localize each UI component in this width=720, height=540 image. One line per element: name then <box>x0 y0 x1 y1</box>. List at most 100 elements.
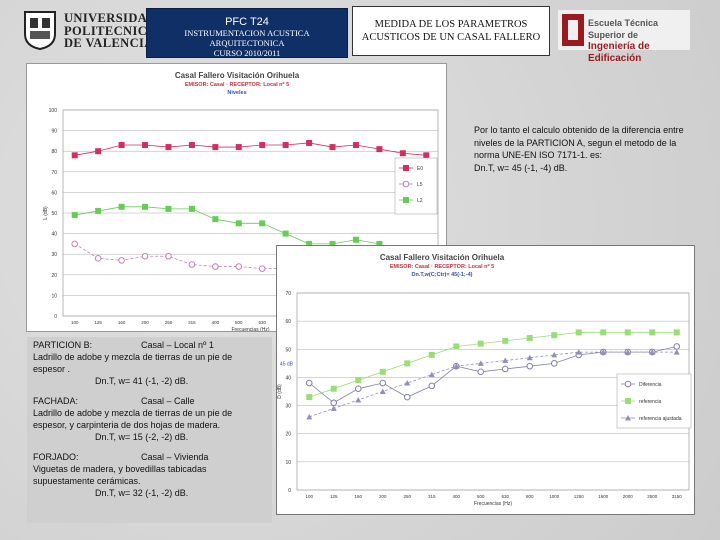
chart-subtitle-2: Niveles <box>227 90 246 96</box>
data-point <box>376 146 383 153</box>
data-point <box>188 205 195 212</box>
x-tick-label: 1600 <box>598 494 609 499</box>
notes-line-4: Dn.T, w= 45 (-1, -4) dB. <box>474 162 568 173</box>
data-point <box>188 261 196 268</box>
data-point <box>379 368 386 375</box>
data-point <box>453 343 460 350</box>
data-point <box>95 148 102 155</box>
data-point <box>404 360 411 367</box>
legend-label: referencia <box>639 399 661 405</box>
data-point <box>354 385 362 392</box>
data-point <box>403 393 411 401</box>
upv-shield-icon <box>24 11 56 51</box>
x-tick-label: 125 <box>94 320 102 325</box>
series-line-1 <box>309 332 677 398</box>
data-point <box>94 255 102 262</box>
data-point <box>502 337 509 344</box>
y-tick-label: 10 <box>51 293 57 299</box>
university-line-1: UNIVERSIDAD <box>64 11 157 25</box>
x-tick-label: 2000 <box>623 494 634 499</box>
partition-b-block: PARTICION B: Casal – Local nº 1 Ladrillo … <box>33 339 266 387</box>
y-tick-label: 30 <box>285 404 291 410</box>
slab-title: FORJADO: <box>33 452 79 462</box>
facade-rating: Dn.T, w= 15 (-2, -2) dB. <box>95 432 189 442</box>
levels-chart: Casal Fallero Visitación Orihuela EMISOR:… <box>26 63 447 333</box>
data-point <box>551 332 558 339</box>
y-tick-label: 70 <box>51 170 57 176</box>
data-point <box>352 236 359 243</box>
data-point <box>550 360 558 367</box>
y-tick-label: 20 <box>285 432 291 438</box>
data-point <box>600 349 607 355</box>
data-point <box>118 203 125 210</box>
chart-title: Casal Fallero Visitación Orihuela <box>175 71 300 80</box>
data-point <box>330 385 337 392</box>
data-point <box>165 252 172 260</box>
data-point <box>477 340 484 347</box>
slide-title-line-2: ACUSTICOS DE UN CASAL FALLERO <box>361 32 541 43</box>
data-point <box>329 240 336 247</box>
data-point <box>118 142 125 149</box>
x-tick-label: 630 <box>501 494 509 499</box>
data-point <box>306 413 313 420</box>
y-tick-label: 30 <box>51 252 57 258</box>
data-point <box>624 349 631 355</box>
data-point <box>526 354 533 361</box>
data-point <box>428 351 435 358</box>
x-tick-label: 315 <box>188 320 196 325</box>
x-tick-label: 800 <box>526 494 534 499</box>
data-point <box>258 265 266 272</box>
difference-chart: Casal Fallero Visitación Orihuela EMISOR:… <box>276 245 695 515</box>
data-point <box>282 142 289 149</box>
notes-line-1: Por lo tanto el calculo obtenido de la d… <box>474 125 684 135</box>
legend-label: Diferencia <box>639 382 662 388</box>
data-point <box>501 365 509 373</box>
pfc-subtitle-1: INSTRUMENTACION ACUSTICA ARQUITECTONICA <box>184 28 310 48</box>
chart-title: Casal Fallero Visitación Orihuela <box>380 253 505 262</box>
y-tick-label: 20 <box>51 273 57 279</box>
data-point <box>142 203 149 210</box>
x-tick-label: 200 <box>379 494 387 499</box>
school-line-2: Ingeniería de Edificación <box>588 41 650 64</box>
legend-marker <box>624 380 632 388</box>
data-point <box>673 349 680 355</box>
x-tick-label: 400 <box>212 320 220 325</box>
y-tick-label: 40 <box>51 232 57 238</box>
legend-marker <box>625 415 631 421</box>
data-point <box>305 379 313 387</box>
legend-label: L2 <box>417 198 423 204</box>
data-point <box>95 207 102 214</box>
y-axis-label: D (dB) <box>277 384 283 399</box>
university-line-2: POLITECNICA <box>64 23 157 38</box>
data-point <box>71 212 78 219</box>
x-tick-label: 160 <box>354 494 362 499</box>
y-tick-label: 70 <box>285 291 291 297</box>
data-point <box>624 329 631 336</box>
data-point <box>352 142 359 149</box>
chart-subtitle: EMISOR: Casal · RECEPTOR: Local nº 5 <box>390 264 494 270</box>
x-tick-label: 250 <box>165 320 173 325</box>
upv-logo: UNIVERSIDAD POLITECNICA DE VALENCIA <box>22 10 156 51</box>
y-tick-label: 40 <box>285 375 291 381</box>
y-tick-label: 90 <box>51 129 57 135</box>
legend-box <box>394 157 438 215</box>
data-point <box>235 220 242 227</box>
data-point <box>379 379 387 387</box>
data-point <box>165 205 172 212</box>
x-tick-label: 100 <box>305 494 313 499</box>
data-point <box>379 388 386 394</box>
school-logo: Escuela Técnica Superior de Ingeniería d… <box>558 10 690 64</box>
school-logo-mark-icon <box>562 14 584 46</box>
data-point <box>259 142 266 149</box>
legend-label: referencia ajustada <box>639 416 682 422</box>
data-point <box>526 362 534 370</box>
data-point <box>575 349 582 355</box>
y-tick-label: 80 <box>51 149 57 155</box>
data-point <box>477 368 485 376</box>
x-tick-label: 400 <box>452 494 460 499</box>
data-point <box>673 343 681 350</box>
x-tick-label: 2500 <box>647 494 658 499</box>
partition-descriptions: PARTICION B: Casal – Local nº 1 Ladrillo … <box>27 337 272 523</box>
data-point <box>329 144 336 151</box>
y-tick-label: 0 <box>54 314 57 320</box>
